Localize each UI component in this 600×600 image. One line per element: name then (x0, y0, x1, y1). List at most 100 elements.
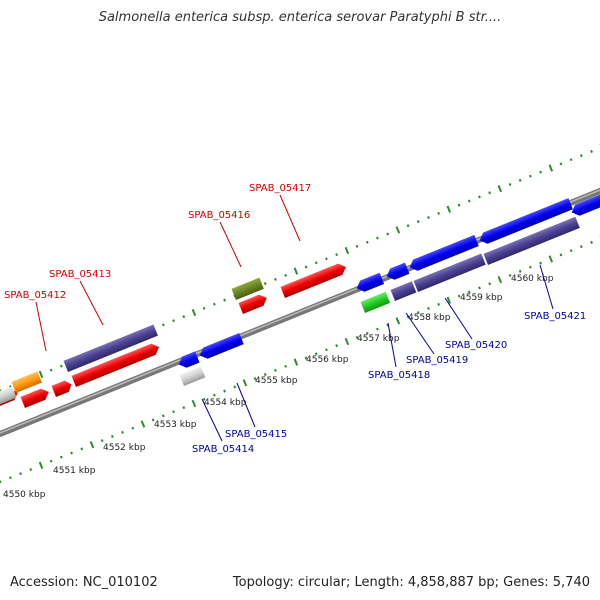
minor-tick (478, 195, 481, 199)
minor-tick (80, 447, 84, 451)
minor-tick (579, 154, 583, 158)
gene-feature (238, 294, 267, 314)
major-tick (293, 358, 299, 366)
major-tick (140, 420, 146, 428)
minor-tick (437, 302, 441, 306)
minor-tick (19, 472, 22, 476)
gene-feature (179, 366, 206, 386)
gene-label-forward: SPAB_05417 (249, 183, 311, 194)
tick-label: 4559 kbp (460, 293, 503, 303)
minor-tick (151, 418, 155, 422)
major-tick (395, 226, 401, 234)
minor-tick (427, 307, 430, 310)
minor-tick (355, 244, 359, 248)
minor-tick (386, 232, 390, 236)
minor-tick (559, 253, 563, 257)
major-tick (497, 185, 503, 193)
tick-label: 4557 kbp (357, 334, 400, 344)
minor-tick (488, 282, 492, 286)
minor-tick (49, 459, 53, 463)
lower-guide-line (0, 235, 600, 484)
gene-label-reverse: SPAB_05415 (225, 429, 287, 440)
minor-tick (202, 306, 206, 310)
major-tick (446, 296, 452, 304)
minor-tick (559, 162, 563, 166)
minor-tick (49, 368, 53, 372)
minor-tick (569, 158, 573, 162)
minor-tick (539, 261, 542, 265)
minor-tick (274, 368, 277, 372)
tick-label: 4554 kbp (204, 398, 247, 408)
major-tick (38, 370, 44, 378)
minor-tick (569, 249, 573, 253)
gene-feature (386, 262, 410, 280)
minor-tick (539, 170, 542, 174)
minor-tick (59, 455, 63, 459)
minor-tick (528, 174, 532, 178)
minor-tick (457, 294, 461, 298)
gene-feature (360, 291, 391, 313)
minor-tick (202, 397, 206, 401)
gene-feature (280, 263, 346, 298)
minor-tick (253, 377, 257, 381)
minor-tick (172, 319, 175, 323)
minor-tick (121, 430, 124, 434)
minor-tick (8, 476, 12, 480)
gene-feature (356, 272, 385, 292)
minor-tick (172, 410, 175, 414)
minor-tick (212, 393, 216, 397)
gene-feature (483, 216, 580, 265)
gene-feature (20, 388, 49, 408)
minor-tick (212, 302, 216, 306)
major-tick (191, 399, 197, 408)
minor-tick (233, 385, 237, 389)
minor-tick (263, 282, 267, 286)
gene-label-reverse: SPAB_05418 (368, 370, 430, 381)
tick-label: 4551 kbp (53, 466, 96, 476)
topology-text: Topology: circular; Length: 4,858,887 bp… (232, 575, 590, 590)
tick-label: 4560 kbp (511, 274, 554, 284)
gene-feature (199, 333, 244, 359)
gene-label-forward: SPAB_05412 (4, 290, 66, 301)
features (0, 191, 600, 418)
minor-tick (263, 373, 267, 377)
minor-tick (161, 323, 165, 327)
minor-tick (590, 240, 593, 244)
minor-tick (457, 203, 461, 207)
major-tick (344, 337, 350, 346)
gene-feature (71, 343, 160, 387)
minor-tick (223, 389, 226, 393)
minor-tick (100, 439, 104, 443)
minor-tick (355, 335, 359, 339)
gene-feature (571, 191, 600, 216)
gene-feature (11, 371, 42, 393)
gene-feature (409, 234, 479, 271)
major-tick (89, 441, 95, 449)
tick-label: 4553 kbp (154, 420, 197, 430)
minor-tick (437, 211, 441, 215)
minor-tick (314, 261, 318, 265)
minor-tick (335, 253, 339, 257)
accession-text: Accession: NC_010102 (10, 575, 158, 590)
gene-feature (0, 386, 17, 405)
gene-label-reverse: SPAB_05421 (524, 311, 586, 322)
minor-tick (416, 311, 420, 315)
minor-tick (579, 245, 583, 249)
minor-tick (406, 224, 410, 228)
minor-tick (161, 414, 165, 418)
minor-tick (29, 468, 33, 471)
minor-tick (314, 352, 318, 356)
minor-tick (223, 298, 226, 302)
minor-tick (284, 273, 288, 277)
gene-feature (479, 198, 573, 244)
minor-tick (508, 183, 512, 186)
major-tick (344, 246, 350, 255)
minor-tick (325, 257, 328, 261)
gene-feature (390, 281, 417, 301)
tick-label: 4555 kbp (255, 376, 298, 386)
minor-tick (59, 364, 63, 368)
gene-label-forward: SPAB_05413 (49, 269, 111, 280)
minor-tick (467, 199, 471, 203)
minor-tick (590, 149, 593, 153)
